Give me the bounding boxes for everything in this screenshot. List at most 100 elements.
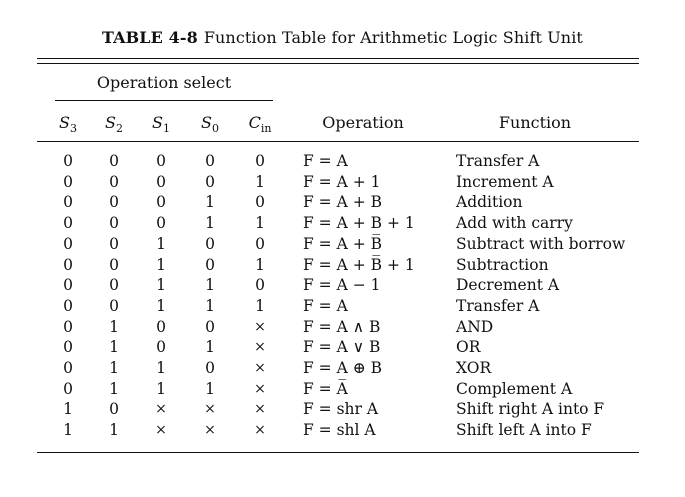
cell-cin: 0 — [255, 276, 265, 295]
cell-cin: 1 — [255, 255, 265, 274]
cell-s1: 0 — [156, 172, 166, 191]
cell-cin: × — [254, 401, 266, 418]
cell-function: Transfer A — [456, 296, 540, 315]
cell-operation: F = A ⊕ B — [303, 359, 383, 377]
cell-s1: 1 — [156, 379, 166, 398]
col-header-operation: Operation — [322, 113, 404, 132]
cell-s0: 1 — [205, 276, 215, 295]
cell-s2: 0 — [109, 276, 119, 295]
cell-function: Decrement A — [456, 276, 560, 295]
cell-function: Increment A — [456, 172, 554, 191]
table-row: 0 1 0 1 × F = A ∨ B OR — [0, 338, 685, 358]
cell-s1: 0 — [156, 317, 166, 336]
cell-s1: 1 — [156, 234, 166, 253]
table-number: TABLE 4-8 — [102, 28, 198, 47]
cell-s1: × — [155, 422, 167, 439]
cell-s3: 0 — [63, 338, 73, 357]
cell-s0: 0 — [205, 255, 215, 274]
cell-operation: F = A — [303, 152, 348, 170]
table-row: 0 0 0 0 0 F = A Transfer A — [0, 152, 685, 172]
table-row: 0 1 1 1 × F = A̅ Complement A — [0, 380, 685, 400]
cell-s3: 0 — [63, 317, 73, 336]
cell-operation: F = A + B + 1 — [303, 214, 415, 233]
cell-s1: × — [155, 401, 167, 418]
cell-function: Subtraction — [456, 255, 549, 274]
cell-s1: 1 — [156, 255, 166, 274]
cell-s3: 0 — [63, 214, 73, 233]
cell-s3: 1 — [63, 400, 73, 419]
cell-operation: F = A + B — [303, 193, 383, 212]
col-header-s0: S0 — [201, 113, 219, 136]
cell-s1: 0 — [156, 193, 166, 212]
cell-s3: 0 — [63, 359, 73, 377]
table-row: 0 0 0 1 0 F = A + B Addition — [0, 193, 685, 213]
cell-s2: 0 — [109, 255, 119, 274]
cell-s0: 1 — [205, 193, 215, 212]
table-row: 0 1 0 0 × F = A ∧ B AND — [0, 318, 685, 338]
cell-s0: 1 — [205, 214, 215, 233]
cell-cin: 1 — [255, 214, 265, 233]
cell-s2: 0 — [109, 234, 119, 253]
cell-function: Subtract with borrow — [456, 234, 626, 253]
top-rule-1 — [37, 58, 639, 59]
table-row: 0 0 0 1 1 F = A + B + 1 Add with carry — [0, 214, 685, 234]
table-row: 1 1 × × × F = shl A Shift left A into F — [0, 421, 685, 441]
cell-s2: 0 — [109, 152, 119, 170]
cell-s2: 0 — [109, 296, 119, 315]
cell-s2: 1 — [109, 338, 119, 357]
cell-operation: F = A − 1 — [303, 276, 381, 295]
col-header-s2: S2 — [105, 113, 123, 136]
cell-function: Complement A — [456, 379, 573, 398]
cell-s1: 0 — [156, 214, 166, 233]
cell-function: Transfer A — [456, 152, 540, 170]
cell-s3: 0 — [63, 276, 73, 295]
cell-function: XOR — [456, 359, 492, 377]
cell-function: Shift left A into F — [456, 421, 592, 440]
cell-s3: 0 — [63, 152, 73, 170]
cell-s0: 0 — [205, 234, 215, 253]
cell-s2: 0 — [109, 172, 119, 191]
cell-function: Shift right A into F — [456, 400, 605, 419]
operation-select-header: Operation select — [96, 73, 232, 92]
cell-s1: 0 — [156, 152, 166, 170]
top-rule-2 — [37, 63, 639, 64]
col-header-s3: S3 — [59, 113, 77, 136]
header-rule — [37, 141, 639, 142]
cell-cin: × — [254, 318, 266, 335]
cell-s0: 0 — [205, 317, 215, 336]
cell-s0: 0 — [205, 172, 215, 191]
cell-s0: 1 — [205, 338, 215, 357]
cell-s3: 0 — [63, 296, 73, 315]
cell-cin: × — [254, 380, 266, 397]
cell-operation: F = A — [303, 296, 348, 315]
cell-operation: F = A̅ — [303, 379, 348, 398]
cell-s0: × — [204, 422, 216, 439]
cell-s2: 1 — [109, 317, 119, 336]
table-row: 0 0 1 0 1 F = A + B̅ + 1 Subtraction — [0, 256, 685, 276]
cell-s3: 0 — [63, 193, 73, 212]
cell-cin: 0 — [255, 193, 265, 212]
cell-s3: 0 — [63, 379, 73, 398]
cell-operation: F = A ∧ B — [303, 317, 381, 336]
cell-s1: 0 — [156, 338, 166, 357]
cell-s3: 0 — [63, 234, 73, 253]
table-row: 0 0 1 1 1 F = A Transfer A — [0, 297, 685, 317]
cell-operation: F = A + 1 — [303, 172, 381, 191]
cell-s3: 0 — [63, 255, 73, 274]
table-row: 0 1 1 0 × F = A ⊕ B XOR — [0, 359, 685, 379]
cell-cin: 0 — [255, 152, 265, 170]
cell-s0: × — [204, 401, 216, 418]
cell-s0: 0 — [205, 359, 215, 377]
cell-s0: 1 — [205, 296, 215, 315]
cell-cin: × — [254, 422, 266, 439]
cell-cin: × — [254, 360, 266, 376]
cell-s3: 0 — [63, 172, 73, 191]
cell-operation: F = A + B̅ + 1 — [303, 255, 415, 274]
cell-s1: 1 — [156, 359, 166, 377]
table-row: 0 0 1 0 0 F = A + B̅ Subtract with borrow — [0, 235, 685, 255]
cell-operation: F = shl A — [303, 421, 376, 440]
table-title: Function Table for Arithmetic Logic Shif… — [203, 28, 583, 47]
cell-s0: 0 — [205, 152, 215, 170]
cell-s1: 1 — [156, 296, 166, 315]
cell-function: AND — [456, 317, 494, 336]
